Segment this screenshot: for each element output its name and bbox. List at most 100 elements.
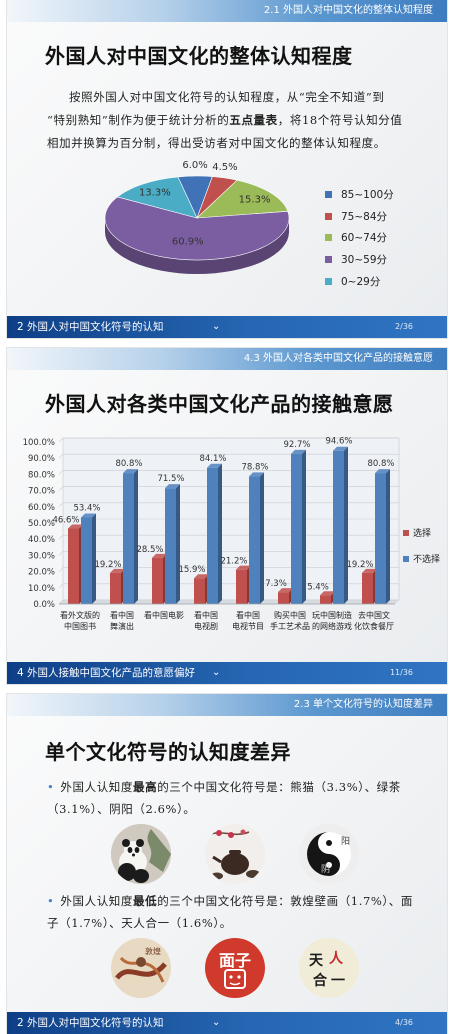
bullet-dot-icon: • xyxy=(47,780,55,794)
bar xyxy=(249,476,260,604)
bar-top xyxy=(278,588,293,593)
bar-side xyxy=(344,446,348,604)
legend-swatch xyxy=(325,191,332,199)
x-category-label: 看外文版的 xyxy=(60,610,100,620)
x-category-label: 购买中国 xyxy=(274,610,306,620)
legend-swatch xyxy=(325,277,332,285)
legend-item: 85~100分 xyxy=(325,184,394,206)
gridline-diag xyxy=(58,437,64,443)
bar-side xyxy=(134,469,138,604)
bar xyxy=(123,473,134,604)
yang-char: 阳 xyxy=(341,836,350,847)
bullet-dot-icon: • xyxy=(47,894,55,908)
tianrenheyi-image: 天 人 合 一 xyxy=(299,938,359,998)
bar-data-label: 19.2% xyxy=(94,560,121,570)
legend-label: 0~29分 xyxy=(341,275,381,288)
legend-item: 0~29分 xyxy=(325,270,394,292)
bar-data-label: 7.3% xyxy=(265,579,287,589)
bar-top xyxy=(68,524,83,529)
bar-data-label: 80.8% xyxy=(115,459,142,469)
chart-floor xyxy=(59,600,399,604)
gridline-diag xyxy=(58,567,64,572)
bullet-1-line-2: （3.1%）、阴阳（2.6%）。 xyxy=(47,802,196,816)
page-number: 4/36 xyxy=(395,1018,413,1027)
slide-symbol-awareness-difference: 2.3 单个文化符号的认知度差异 单个文化符号的认知度差异 • 外国人认知度最高的… xyxy=(7,694,447,1034)
y-tick-label: 0.0% xyxy=(33,600,55,610)
bar-top xyxy=(194,574,209,579)
section-header: 4.3 外国人对各类中国文化产品的接触意愿 xyxy=(7,348,447,370)
x-category-label: 去中国文 xyxy=(358,610,390,620)
para-line-2-b: ，将18个符号认知分值 xyxy=(277,113,403,127)
bar-top xyxy=(320,591,335,596)
bar xyxy=(236,569,247,604)
chevron-down-icon[interactable]: ⌄ xyxy=(212,1017,221,1028)
bar-data-label: 28.5% xyxy=(136,545,163,555)
chevron-down-icon[interactable]: ⌄ xyxy=(212,667,221,678)
bar xyxy=(207,467,218,604)
gridline-diag xyxy=(58,502,64,508)
bar xyxy=(278,592,289,604)
pie-chart: 6.0% 4.5% 15.3% 60.9% 13.3% xyxy=(104,160,290,274)
x-category-label: 中国图书 xyxy=(64,621,96,631)
bar-data-label: 5.4% xyxy=(307,582,329,592)
y-tick-label: 20.0% xyxy=(28,568,55,578)
bar-side xyxy=(302,449,306,604)
x-category-label: 看中国电影 xyxy=(144,610,184,620)
y-tick-label: 90.0% xyxy=(28,454,55,464)
gridline-diag xyxy=(58,534,64,540)
para-line-1: 按照外国人对中国文化符号的认知程度，从“完全不知道”到 xyxy=(69,90,385,104)
legend-swatch xyxy=(325,256,332,264)
page-number: 2/36 xyxy=(395,322,413,331)
bar-data-label: 53.4% xyxy=(73,503,100,513)
x-category-label: 玩中国制造 xyxy=(312,610,352,620)
footer-bar: 4 外国人接触中国文化产品的意愿偏好 ⌄ 11/36 xyxy=(7,662,447,684)
pie-slice xyxy=(104,196,290,261)
x-category-label: 看中国 xyxy=(110,610,134,620)
bar-side xyxy=(218,463,222,604)
x-category-label: 的网络游戏 xyxy=(312,621,352,631)
legend-label: 30~59分 xyxy=(341,254,388,267)
x-category-label: 看中国 xyxy=(236,610,260,620)
bar-chart: 0.0% 10.0% 20.0% 30.0% 40.0% 50.0% 60.0% 70.0% 8… xyxy=(23,437,440,631)
tian-char: 天 xyxy=(309,953,324,969)
he-char: 合 xyxy=(313,972,328,989)
bar xyxy=(165,488,176,604)
para-line-2-bold: 五点量表 xyxy=(229,113,278,127)
legend-item: 30~59分 xyxy=(325,249,394,271)
chevron-down-icon[interactable]: ⌄ xyxy=(212,321,221,332)
legend-label: 选择 xyxy=(413,527,431,539)
para-line-3: 相加并换算为百分制，得出受访者对中国文化的整体认知程度。 xyxy=(47,136,386,150)
gridline-diag xyxy=(58,583,64,589)
x-category-label: 化饮食餐厅 xyxy=(354,621,394,631)
gridline-diag xyxy=(58,470,64,475)
bar-top xyxy=(207,463,222,468)
dunhuang-mural-image: 敦煌 xyxy=(111,938,171,998)
bar-data-label: 71.5% xyxy=(157,474,184,484)
green-tea-image xyxy=(205,824,265,884)
pie-data-label: 60.9% xyxy=(172,237,204,248)
pie-slice xyxy=(116,176,198,219)
bar-side xyxy=(386,469,390,604)
pie-slice xyxy=(196,179,289,219)
bar xyxy=(68,528,79,604)
legend-label: 75~84分 xyxy=(341,210,388,223)
bar xyxy=(362,572,373,604)
bullet-1-a: 外国人认知度 xyxy=(60,780,133,794)
section-header: 2.3 单个文化符号的认知度差异 xyxy=(7,694,447,716)
y-tick-label: 10.0% xyxy=(28,584,55,594)
y-tick-label: 40.0% xyxy=(28,535,55,545)
bar xyxy=(291,453,302,604)
bar xyxy=(333,450,344,604)
bar-top xyxy=(375,469,390,474)
y-tick-label: 100.0% xyxy=(23,438,55,448)
ren-char: 人 xyxy=(329,950,344,967)
bullet-1-b: 的三个中国文化符号是：熊猫（3.3%）、绿茶 xyxy=(157,780,401,794)
bar-data-label: 92.7% xyxy=(283,440,310,450)
bullet-2-line-2: 子（1.7%）、天人合一（1.6%）。 xyxy=(47,916,232,930)
footer-section-label: 4 外国人接触中国文化产品的意愿偏好 xyxy=(17,667,196,679)
bar xyxy=(320,595,331,604)
bar-top xyxy=(152,553,167,558)
gridline-diag xyxy=(58,518,64,524)
x-category-label: 看中国 xyxy=(194,610,218,620)
bar-data-label: 80.8% xyxy=(367,459,394,469)
